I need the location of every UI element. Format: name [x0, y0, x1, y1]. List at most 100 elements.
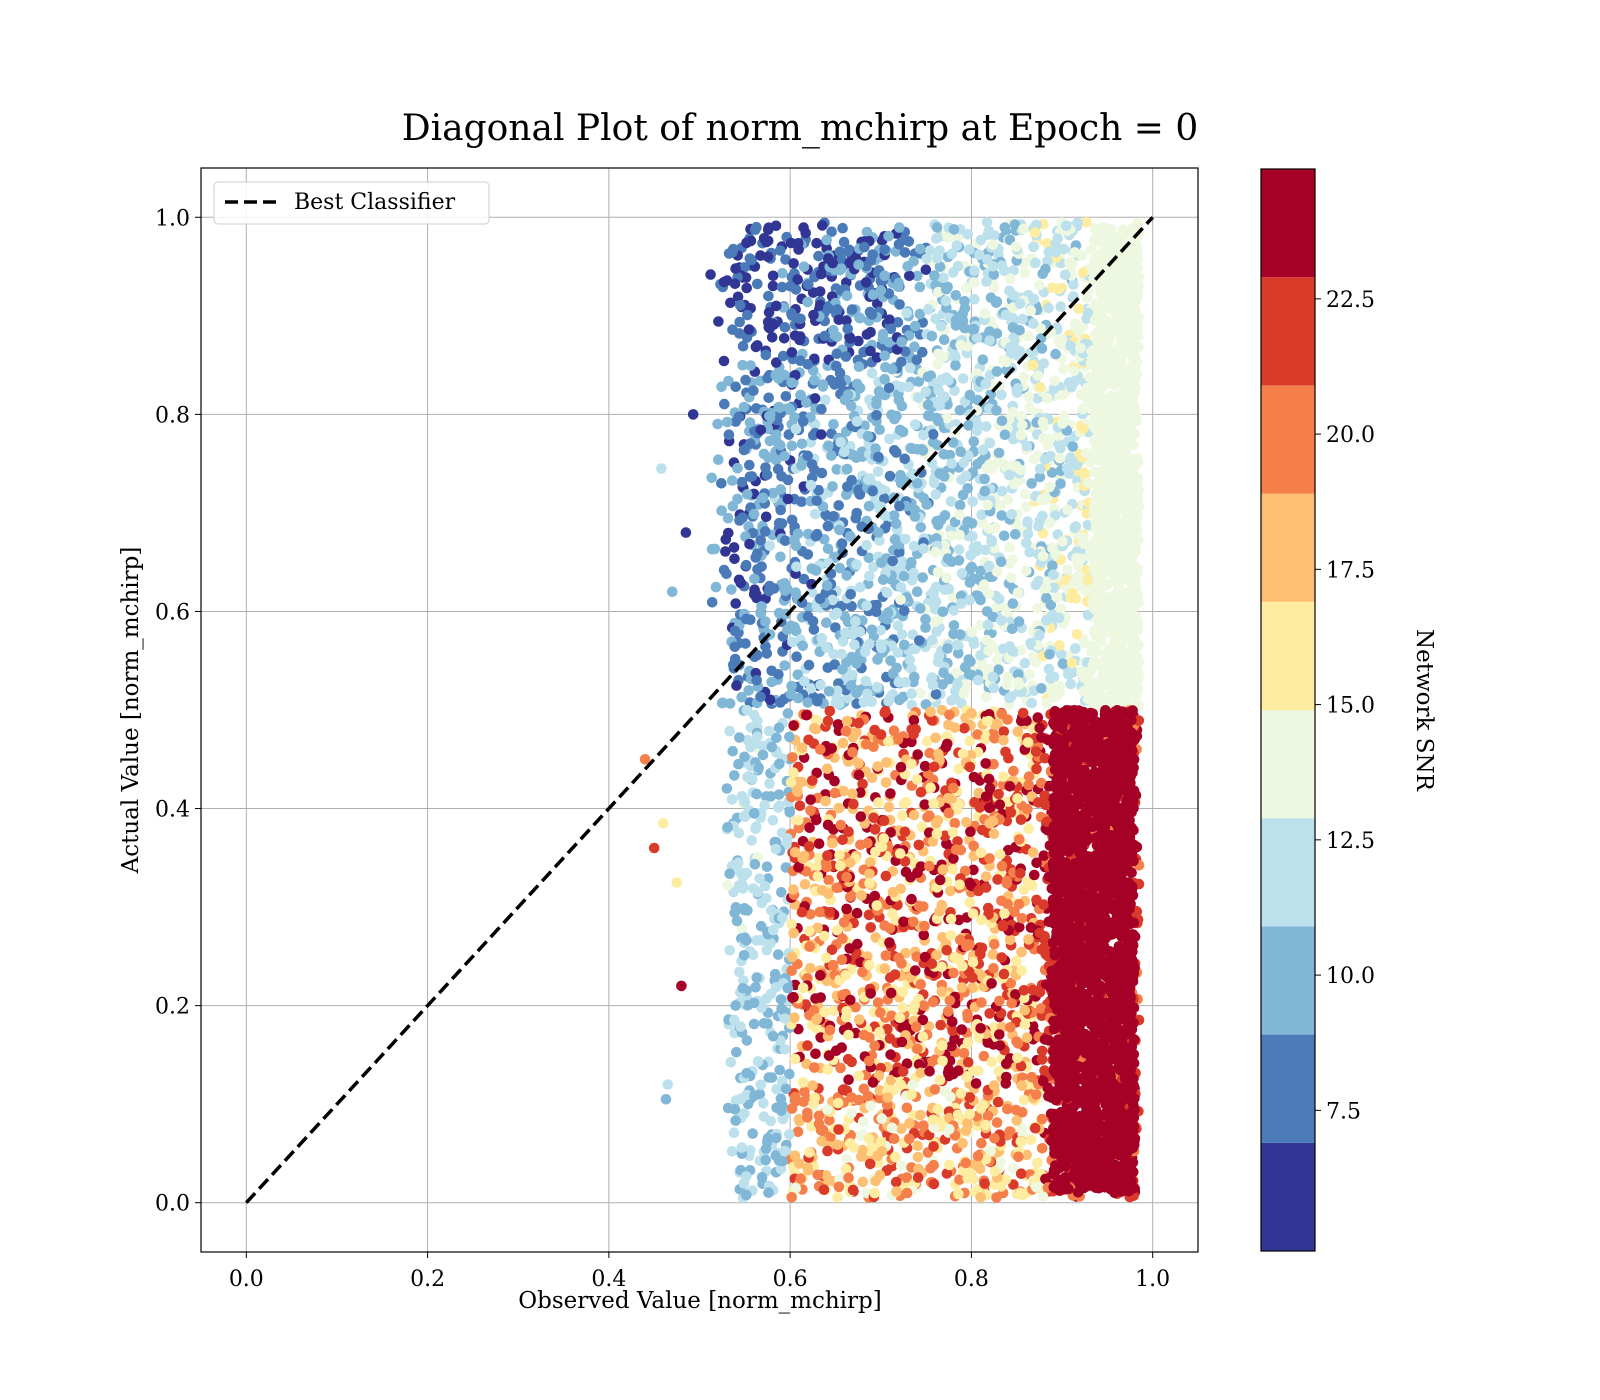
scatter-point: [770, 300, 782, 312]
scatter-point: [1061, 463, 1073, 474]
scatter-point: [1020, 501, 1032, 513]
scatter-point: [760, 349, 772, 361]
scatter-point: [854, 582, 866, 593]
scatter-point: [996, 510, 1007, 521]
scatter-point: [920, 613, 931, 625]
scatter-point: [741, 282, 752, 294]
scatter-point: [851, 658, 862, 669]
scatter-point: [1125, 465, 1137, 476]
scatter-point: [728, 1127, 740, 1138]
scatter-point: [814, 593, 826, 604]
scatter-point: [1010, 528, 1021, 540]
scatter-point: [1067, 587, 1078, 599]
scatter-point: [1023, 391, 1035, 402]
scatter-point: [999, 222, 1011, 233]
scatter-point: [788, 720, 799, 731]
scatter-point: [845, 589, 856, 600]
scatter-point: [738, 444, 750, 456]
scatter-point: [824, 705, 836, 717]
scatter-point: [1029, 227, 1041, 238]
scatter-point: [998, 530, 1010, 542]
scatter-point: [1108, 320, 1120, 331]
scatter-point: [980, 544, 991, 556]
scatter-point: [988, 682, 1000, 694]
scatter-point: [931, 222, 943, 233]
scatter-point: [763, 452, 774, 463]
scatter-point: [899, 247, 911, 258]
scatter-point: [763, 392, 774, 404]
scatter-point: [1102, 663, 1113, 674]
scatter-point: [748, 589, 760, 600]
scatter-point: [871, 398, 882, 410]
scatter-point: [918, 429, 929, 441]
scatter-point: [950, 360, 961, 371]
scatter-point: [982, 499, 993, 511]
scatter-point: [1110, 676, 1122, 688]
scatter-point: [851, 559, 862, 570]
scatter-point: [1124, 686, 1135, 697]
scatter-point: [862, 430, 874, 442]
scatter-point: [933, 415, 944, 427]
scatter-point: [837, 222, 848, 234]
scatter-point: [1115, 332, 1127, 344]
scatter-point: [837, 664, 848, 675]
scatter-point: [1006, 623, 1018, 635]
scatter-point: [999, 429, 1011, 441]
scatter-point: [1099, 486, 1111, 498]
scatter-point: [933, 348, 944, 360]
scatter-point: [1126, 378, 1138, 390]
scatter-point: [1021, 440, 1033, 452]
scatter-point: [948, 628, 959, 640]
scatter-point: [1063, 668, 1074, 680]
scatter-point: [1017, 419, 1028, 431]
scatter-point: [1088, 374, 1100, 386]
scatter-point: [831, 607, 843, 619]
scatter-point: [1054, 640, 1065, 651]
scatter-point: [875, 285, 887, 296]
scatter-point: [1018, 884, 1030, 896]
scatter-point: [1011, 955, 1022, 967]
scatter-point: [965, 826, 976, 837]
scatter-point: [922, 811, 933, 823]
scatter-point: [907, 1079, 919, 1090]
scatter-point: [983, 523, 995, 534]
scatter-point: [840, 351, 852, 362]
scatter-point: [860, 675, 871, 687]
scatter-point: [935, 514, 947, 526]
scatter-point: [767, 280, 779, 292]
scatter-point: [912, 444, 923, 455]
scatter-point: [887, 555, 898, 567]
scatter-point: [859, 646, 871, 658]
scatter-point: [917, 572, 928, 583]
scatter-point: [1111, 409, 1122, 420]
scatter-point: [822, 302, 834, 314]
scatter-point: [996, 389, 1007, 401]
scatter-point: [779, 660, 790, 671]
scatter-point: [746, 471, 758, 482]
scatter-point: [912, 749, 923, 760]
scatter-point: [1088, 435, 1100, 446]
scatter-point: [996, 952, 1007, 963]
scatter-point: [845, 333, 856, 344]
scatter-point: [743, 685, 754, 696]
scatter-point: [951, 240, 963, 251]
scatter-point: [763, 290, 774, 302]
scatter-point: [817, 379, 829, 390]
scatter-point: [1105, 608, 1117, 619]
scatter-point: [871, 410, 882, 421]
scatter-point: [849, 639, 860, 650]
scatter-point: [1073, 303, 1085, 315]
scatter-point: [981, 276, 992, 287]
scatter-point: [1015, 429, 1027, 441]
scatter-point: [908, 255, 919, 267]
scatter-point: [909, 419, 921, 430]
scatter-point: [823, 440, 834, 452]
scatter-point: [884, 693, 896, 704]
scatter-point: [741, 237, 752, 249]
scatter-point: [1057, 536, 1068, 547]
scatter-point: [875, 1007, 886, 1018]
scatter-point: [813, 250, 824, 262]
scatter-point: [942, 232, 954, 243]
scatter-point: [949, 385, 960, 397]
scatter-point: [1001, 356, 1012, 368]
